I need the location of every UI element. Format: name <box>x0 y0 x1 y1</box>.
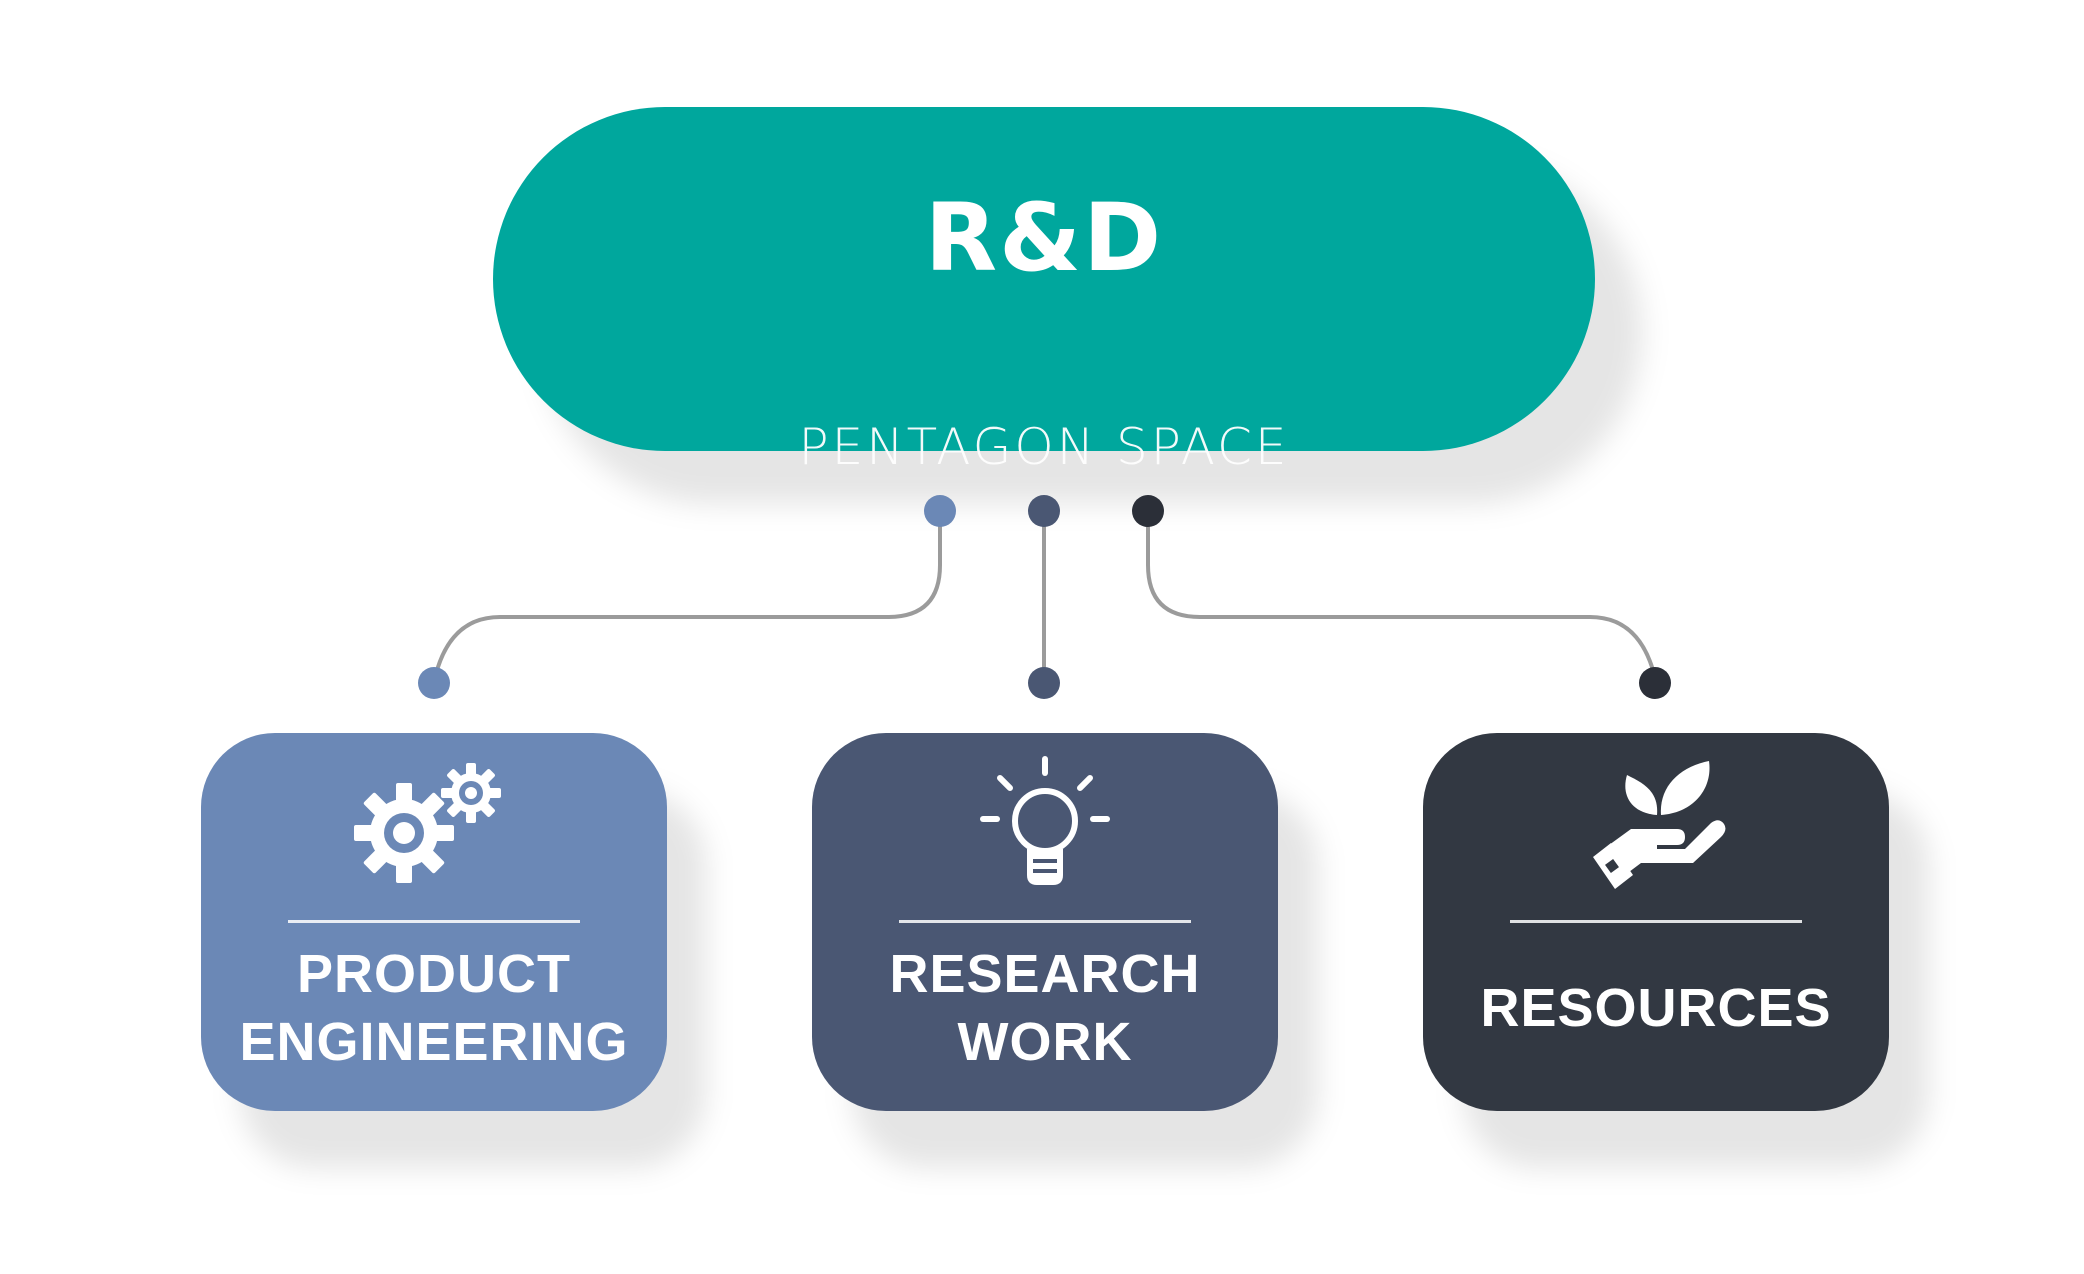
divider <box>1510 920 1802 923</box>
label-line-1: PRODUCT <box>297 940 571 1008</box>
label-line-2: WORK <box>958 1008 1133 1076</box>
branch-product-engineering: PRODUCT ENGINEERING <box>201 733 667 1111</box>
dot-bottom-3 <box>1639 667 1671 699</box>
label-line-1: RESOURCES <box>1480 974 1831 1042</box>
label-line-1: RESEARCH <box>889 940 1200 1008</box>
branch-label: RESEARCH WORK <box>812 933 1278 1083</box>
dot-bottom-1 <box>418 667 450 699</box>
dot-top-1 <box>924 495 956 527</box>
lightbulb-icon <box>812 753 1278 893</box>
divider <box>899 920 1191 923</box>
connector-right <box>1148 511 1656 682</box>
dot-top-2 <box>1028 495 1060 527</box>
dot-bottom-2 <box>1028 667 1060 699</box>
divider <box>288 920 580 923</box>
label-line-2: ENGINEERING <box>239 1008 628 1076</box>
dot-top-3 <box>1132 495 1164 527</box>
gears-icon <box>201 753 667 893</box>
branch-label: RESOURCES <box>1423 933 1889 1083</box>
branch-research-work: RESEARCH WORK <box>812 733 1278 1111</box>
branch-label: PRODUCT ENGINEERING <box>201 933 667 1083</box>
connector-left <box>434 511 940 682</box>
hand-plant-icon <box>1423 753 1889 893</box>
branch-resources: RESOURCES <box>1423 733 1889 1111</box>
